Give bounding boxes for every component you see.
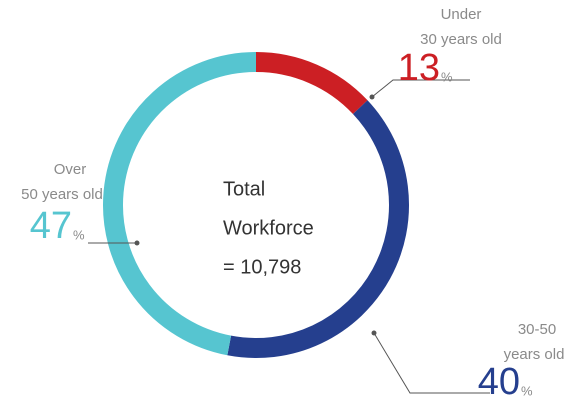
leader-dot — [369, 94, 375, 100]
center-text: = 10,798 — [223, 256, 301, 278]
leader-line — [371, 79, 470, 98]
donut-segment — [227, 100, 409, 358]
unit-label: % — [441, 69, 453, 84]
unit-label: % — [73, 227, 85, 242]
center-text: Workforce — [223, 217, 314, 239]
category-label: 30-50 — [518, 321, 556, 338]
center-text: Total — [223, 178, 265, 200]
category-label: 50 years old — [21, 186, 103, 203]
value-label: 13 — [398, 47, 440, 89]
category-label: Under — [441, 6, 482, 23]
leader-dot — [371, 330, 377, 336]
value-label: 47 — [30, 205, 72, 247]
leader-line — [373, 332, 490, 394]
unit-label: % — [521, 383, 533, 398]
donut-segment — [255, 52, 368, 115]
leader-dot — [134, 240, 140, 246]
category-label: 30 years old — [420, 31, 502, 48]
donut-segment — [103, 52, 257, 356]
category-label: Over — [54, 161, 87, 178]
category-label: years old — [504, 346, 565, 363]
value-label: 40 — [478, 361, 520, 400]
